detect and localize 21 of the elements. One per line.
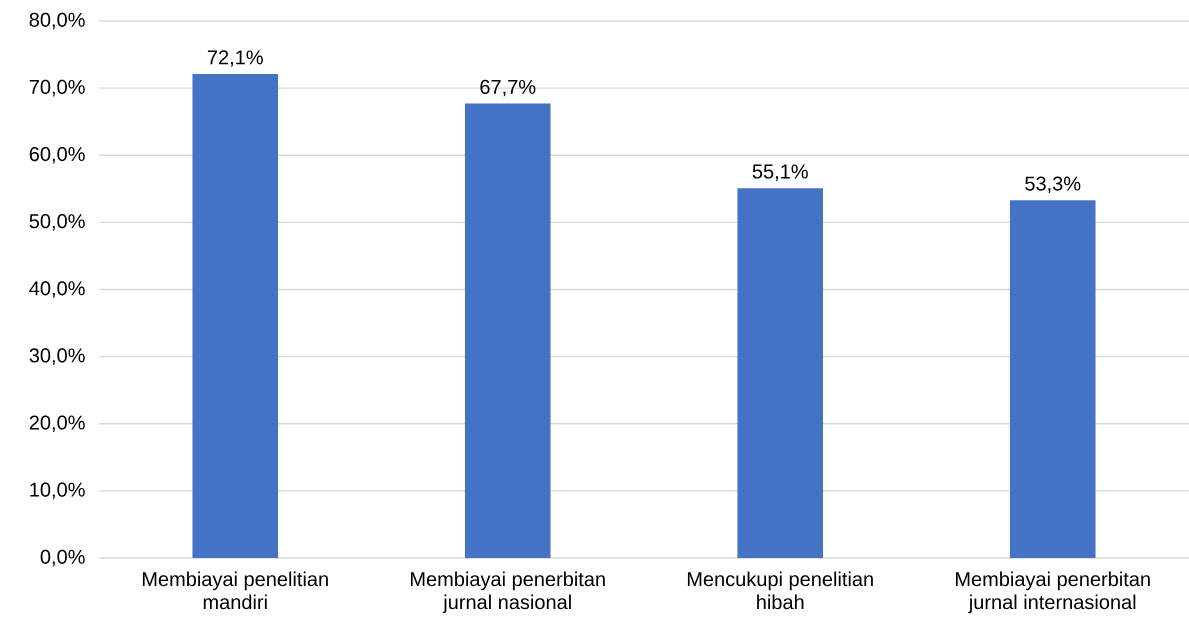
- data-label: 67,7%: [480, 79, 536, 97]
- x-tick-label: Mencukupi penelitian hibah: [687, 571, 873, 610]
- x-tick-label: Membiayai penelitian mandiri: [142, 571, 328, 610]
- y-tick-label: 60,0%: [29, 146, 85, 164]
- y-tick-label: 70,0%: [29, 79, 85, 97]
- y-tick-label: 0,0%: [40, 549, 85, 567]
- y-tick-label: 40,0%: [29, 281, 85, 298]
- bar: [464, 103, 551, 558]
- data-label: 53,3%: [1025, 176, 1081, 194]
- bar: [1009, 200, 1096, 558]
- x-tick-label: Membiayai penerbitan jurnal nasional: [410, 571, 605, 614]
- data-label: 72,1%: [207, 50, 263, 67]
- y-tick-label: 10,0%: [30, 482, 85, 500]
- bar: [737, 188, 824, 558]
- y-tick-label: 20,0%: [29, 415, 85, 433]
- y-tick-label: 80,0%: [29, 12, 85, 30]
- x-tick-label: Membiayai penerbitan jurnal internasional: [955, 571, 1150, 614]
- y-tick-label: 30,0%: [29, 348, 85, 365]
- data-label: 55,1%: [752, 164, 808, 181]
- bar: [192, 74, 279, 558]
- y-tick-label: 50,0%: [29, 214, 85, 231]
